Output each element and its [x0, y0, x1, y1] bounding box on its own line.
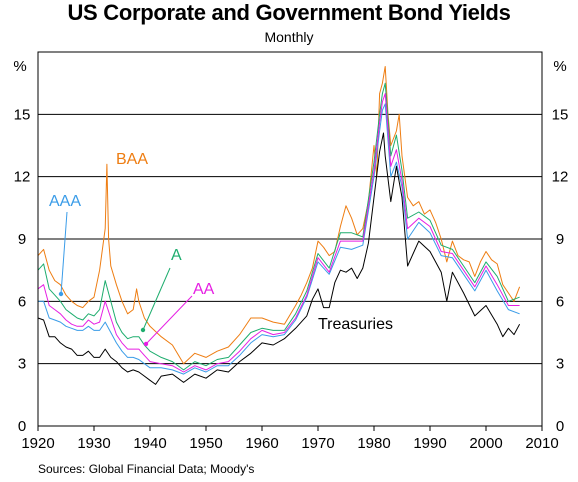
tick-layer: 0 0 3 3 6 6 9 9 12 12 15 15 1920 1930 1940 1950 1960 1970…: [14, 106, 569, 452]
series-line-aa: [37, 93, 520, 373]
series-label-aa: AA: [193, 281, 215, 298]
series-label-treasuries: Treasuries: [318, 316, 393, 333]
x-tick-label: 1920: [21, 435, 54, 452]
leader-line-a: [142, 267, 171, 331]
y-tick-label-left: 6: [18, 293, 26, 310]
series-layer: [37, 66, 521, 385]
series-line-treasuries: [37, 132, 521, 385]
x-tick-label: 1930: [77, 435, 110, 452]
x-tick-label: 1960: [245, 435, 278, 452]
y-tick-label-right: 15: [552, 106, 569, 123]
series-label-aaa: AAA: [49, 193, 81, 210]
plot-frame: [37, 51, 543, 427]
y-axis-unit-right: %: [553, 58, 566, 75]
series-label-a: A: [171, 247, 182, 264]
y-tick-label-right: 9: [556, 231, 564, 248]
y-tick-label-left: 0: [18, 418, 26, 435]
series-line-a: [37, 82, 520, 371]
y-tick-label-right: 6: [556, 293, 564, 310]
y-tick-label-left: 9: [18, 231, 26, 248]
chart-source: Sources: Global Financial Data; Moody's: [38, 462, 255, 476]
x-tick-label: 2000: [469, 435, 502, 452]
chart-subtitle: Monthly: [264, 29, 314, 45]
x-tick-label: 1990: [413, 435, 446, 452]
leader-dot-aaa: [58, 291, 64, 297]
y-tick-label-left: 15: [14, 106, 31, 123]
series-line-aaa: [38, 103, 520, 375]
y-tick-label-left: 3: [18, 356, 26, 373]
series-label-baa: BAA: [116, 151, 148, 168]
x-tick-label: 1980: [357, 435, 390, 452]
x-tick-label: 1970: [301, 435, 334, 452]
x-tick-label: 2010: [525, 435, 558, 452]
chart-title: US Corporate and Government Bond Yields: [67, 0, 511, 25]
y-tick-label-right: 0: [556, 418, 564, 435]
x-tick-label: 1950: [189, 435, 222, 452]
y-axis-unit-left: %: [13, 58, 26, 75]
leader-line-aa: [145, 295, 193, 345]
y-tick-label-left: 12: [14, 169, 31, 186]
y-tick-label-right: 12: [552, 169, 569, 186]
x-tick-label: 1940: [133, 435, 166, 452]
leader-dot-aa: [143, 341, 149, 347]
y-tick-label-right: 3: [556, 356, 564, 373]
series-line-baa: [37, 66, 521, 365]
leader-dot-a: [140, 327, 146, 333]
leader-line-aaa: [60, 211, 68, 295]
